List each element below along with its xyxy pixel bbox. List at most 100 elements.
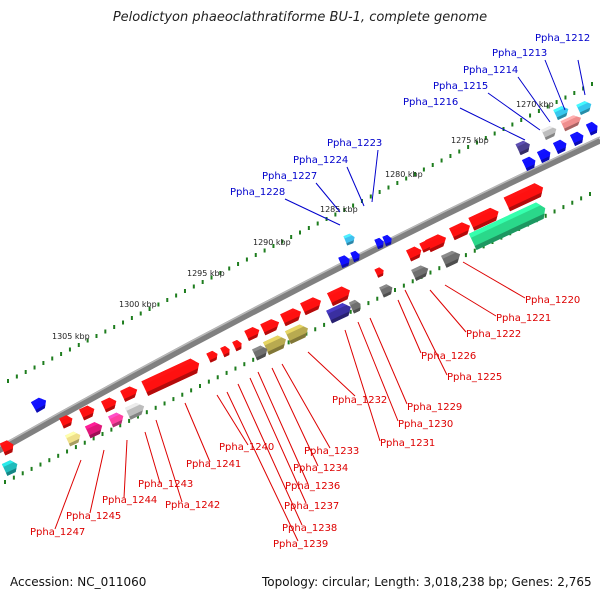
label-connector bbox=[577, 59, 586, 96]
gene-feature bbox=[425, 234, 447, 253]
gene-label[interactable]: Ppha_1242 bbox=[165, 500, 220, 511]
tick-mark bbox=[201, 280, 204, 284]
gene-label[interactable]: Ppha_1234 bbox=[293, 463, 348, 474]
label-connector bbox=[369, 317, 408, 405]
label-connector bbox=[459, 107, 526, 141]
gene-arrow-highlight bbox=[553, 139, 564, 146]
tick-mark bbox=[122, 320, 125, 325]
gene-arrow-highlight bbox=[350, 250, 358, 256]
gene-label[interactable]: Ppha_1238 bbox=[282, 523, 337, 534]
gene-arrow-highlight bbox=[252, 345, 264, 353]
gene-label[interactable]: Ppha_1221 bbox=[496, 313, 551, 324]
gene-arrow-shadow bbox=[474, 213, 545, 251]
tick-mark bbox=[207, 379, 210, 384]
tick-mark bbox=[237, 262, 240, 266]
tick-mark bbox=[376, 296, 379, 301]
tick-mark bbox=[48, 458, 51, 463]
label-connector bbox=[346, 166, 365, 207]
tick-mark bbox=[130, 316, 133, 320]
gene-label[interactable]: Ppha_1225 bbox=[447, 372, 502, 383]
gene-arrow-highlight bbox=[348, 299, 358, 306]
tick-mark bbox=[464, 253, 467, 258]
tick-mark bbox=[440, 158, 443, 163]
gene-arrow-shadow bbox=[3, 448, 13, 456]
gene-feature bbox=[576, 101, 592, 115]
tick-mark bbox=[104, 329, 107, 334]
gene-feature bbox=[515, 140, 530, 156]
gene-feature bbox=[125, 402, 145, 420]
gene-arrow-shadow bbox=[289, 332, 307, 344]
gene-label[interactable]: Ppha_1233 bbox=[304, 446, 359, 457]
tick-mark bbox=[555, 100, 558, 104]
gene-label[interactable]: Ppha_1237 bbox=[284, 501, 339, 512]
tick-mark bbox=[148, 307, 151, 311]
gene-arrow-highlight bbox=[379, 284, 390, 291]
tick-mark bbox=[316, 221, 319, 226]
tick-mark bbox=[343, 208, 346, 212]
gene-label[interactable]: Ppha_1236 bbox=[285, 481, 340, 492]
label-connector bbox=[281, 363, 331, 449]
tick-mark bbox=[243, 362, 246, 367]
gene-arrow-highlight bbox=[65, 431, 77, 439]
gene-label[interactable]: Ppha_1230 bbox=[398, 419, 453, 430]
gene-label[interactable]: Ppha_1220 bbox=[525, 295, 580, 306]
gene-label[interactable]: Ppha_1241 bbox=[186, 459, 241, 470]
forward-gene-labels: Ppha_1212 Ppha_1213 Ppha_1214 Ppha_1215 … bbox=[230, 33, 590, 198]
tick-mark bbox=[42, 361, 45, 365]
tick-mark bbox=[544, 213, 547, 218]
gene-label[interactable]: Ppha_1240 bbox=[219, 442, 274, 453]
gene-label[interactable]: Ppha_1244 bbox=[102, 495, 157, 506]
label-connector bbox=[307, 351, 356, 397]
gene-label[interactable]: Ppha_1247 bbox=[30, 527, 85, 538]
tick-mark bbox=[181, 392, 184, 397]
gene-arrow-shadow bbox=[62, 421, 72, 429]
gene-arrow-shadow bbox=[508, 192, 542, 212]
gene-arrow-shadow bbox=[385, 241, 392, 247]
gene-arrow-shadow bbox=[304, 304, 320, 316]
kbp-label: 1305 kbp bbox=[52, 332, 90, 341]
tick-mark bbox=[287, 340, 290, 345]
gene-label[interactable]: Ppha_1215 bbox=[433, 81, 488, 92]
gene-label[interactable]: Ppha_1212 bbox=[535, 33, 590, 44]
gene-feature bbox=[206, 350, 218, 363]
gene-feature bbox=[379, 284, 393, 298]
gene-arrow-shadow bbox=[82, 412, 94, 421]
gene-feature bbox=[326, 303, 351, 324]
gene-arrow-shadow bbox=[35, 404, 46, 413]
gene-label[interactable]: Ppha_1223 bbox=[327, 138, 382, 149]
gene-feature bbox=[522, 156, 536, 171]
tick-mark bbox=[314, 327, 317, 332]
label-connector bbox=[184, 402, 211, 463]
label-connector bbox=[257, 371, 309, 485]
gene-label[interactable]: Ppha_1227 bbox=[262, 171, 317, 182]
tick-mark bbox=[323, 322, 326, 327]
gene-label[interactable]: Ppha_1216 bbox=[403, 97, 458, 108]
gene-arrow-highlight bbox=[280, 308, 297, 318]
gene-arrow-highlight bbox=[300, 297, 317, 307]
gene-arrow-highlight bbox=[570, 131, 581, 138]
gene-label[interactable]: Ppha_1231 bbox=[380, 438, 435, 449]
gene-label[interactable]: Ppha_1213 bbox=[492, 48, 547, 59]
gene-arrow-shadow bbox=[331, 294, 349, 306]
gene-label[interactable]: Ppha_1214 bbox=[463, 65, 518, 76]
gene-label[interactable]: Ppha_1224 bbox=[293, 155, 348, 166]
gene-label[interactable]: Ppha_1245 bbox=[66, 511, 121, 522]
gene-label[interactable]: Ppha_1232 bbox=[332, 395, 387, 406]
gene-feature bbox=[220, 345, 230, 358]
tick-mark bbox=[68, 347, 71, 352]
gene-label[interactable]: Ppha_1243 bbox=[138, 479, 193, 490]
gene-label[interactable]: Ppha_1229 bbox=[407, 402, 462, 413]
gene-label[interactable]: Ppha_1222 bbox=[466, 329, 521, 340]
tick-mark bbox=[216, 375, 219, 380]
gene-arrow-highlight bbox=[411, 265, 425, 273]
gene-label[interactable]: Ppha_1228 bbox=[230, 187, 285, 198]
gene-feature bbox=[374, 267, 384, 278]
tick-mark bbox=[307, 226, 310, 230]
tick-mark bbox=[95, 334, 98, 338]
gene-arrow-shadow bbox=[353, 257, 360, 263]
gene-arrow-highlight bbox=[285, 324, 304, 335]
tick-mark bbox=[183, 289, 186, 293]
gene-label[interactable]: Ppha_1226 bbox=[421, 351, 476, 362]
gene-label[interactable]: Ppha_1239 bbox=[273, 539, 328, 550]
